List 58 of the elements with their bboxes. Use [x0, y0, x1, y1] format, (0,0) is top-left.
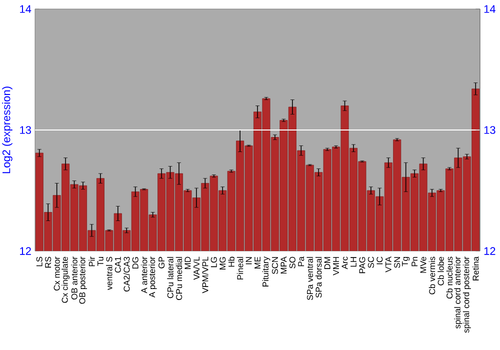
x-tick-label: Cx cingulate: [62, 256, 70, 303]
y-tick-label: 14: [20, 5, 32, 13]
x-tick-label: SPa ventral: [306, 257, 313, 300]
x-tick-label: CPu lateral: [167, 257, 174, 298]
x-tick-label: CA1: [114, 256, 121, 273]
x-tick-label: OB posterior: [79, 256, 87, 304]
x-tick-label: SPa dorsal: [315, 257, 322, 298]
x-tick-label: LS: [36, 256, 42, 266]
x-tick-label: CPu medial: [176, 257, 182, 300]
y-tick-label: 13: [20, 126, 31, 134]
x-tick-label: ventral S: [106, 256, 112, 290]
x-tick-label: Pir: [88, 256, 95, 266]
x-tick-label: Cb nucleus: [446, 256, 453, 299]
y2-tick-label: 13: [484, 126, 496, 134]
x-tick-label: SN: [394, 257, 400, 268]
y-axis-title: Log2 (expression): [2, 86, 12, 174]
x-tick-label: Pa: [298, 256, 304, 266]
x-tick-label: IN: [246, 257, 252, 264]
x-tick-label: MD: [184, 256, 191, 269]
x-tick-label: spinal cord anterior: [454, 256, 462, 329]
x-tick-label: VPM/VPL: [202, 256, 208, 294]
x-tick-label: DM: [324, 257, 330, 269]
x-tick-label: A anterior: [140, 256, 148, 294]
x-tick-label: VA/VL: [193, 256, 200, 280]
x-tick-label: Pn: [412, 257, 418, 266]
x-tick-label: Hb: [228, 256, 234, 267]
x-tick-label: MG: [220, 257, 226, 270]
y2-tick-label: 14: [484, 5, 496, 13]
x-tick-label: Arc: [342, 256, 348, 270]
x-tick-label: Pituitary: [262, 256, 270, 286]
x-tick-label: IC: [376, 256, 383, 264]
x-tick-label: Cb lobe: [438, 256, 444, 286]
x-tick-label: SC: [368, 256, 374, 268]
x-tick-label: Tu: [97, 257, 104, 266]
x-tick-label: OB anterior: [71, 256, 78, 300]
x-tick-label: Cb vermis: [428, 256, 436, 294]
y-tick-label: 12: [20, 247, 31, 255]
x-tick-label: RS: [45, 256, 52, 268]
x-tick-label: LH: [350, 257, 356, 267]
x-tick-label: Tg: [402, 256, 410, 266]
x-tick-label: SO: [289, 256, 296, 268]
x-tick-label: DG: [132, 257, 138, 269]
x-tick-label: VMH: [333, 257, 339, 276]
x-tick-label: spinal cord posterior: [462, 256, 471, 333]
x-tick-label: A posterior: [148, 256, 157, 298]
x-tick-label: CA2/CA3: [124, 256, 130, 292]
x-tick-label: Retina: [472, 256, 479, 280]
x-tick-label: GP: [158, 256, 165, 268]
y2-tick-label: 12: [484, 247, 496, 255]
x-tick-label: ME: [254, 256, 260, 269]
x-tick-label: MPA: [280, 256, 287, 274]
x-tick-label: PAG: [359, 257, 366, 274]
x-tick-label: VTA: [385, 256, 392, 272]
x-tick-label: MVe: [420, 256, 426, 273]
x-tick-label: SCN: [272, 257, 278, 274]
x-tick-label: LG: [210, 257, 217, 268]
x-tick-label: Cx motor: [54, 256, 60, 290]
x-tick-label: Pineal: [236, 257, 244, 280]
